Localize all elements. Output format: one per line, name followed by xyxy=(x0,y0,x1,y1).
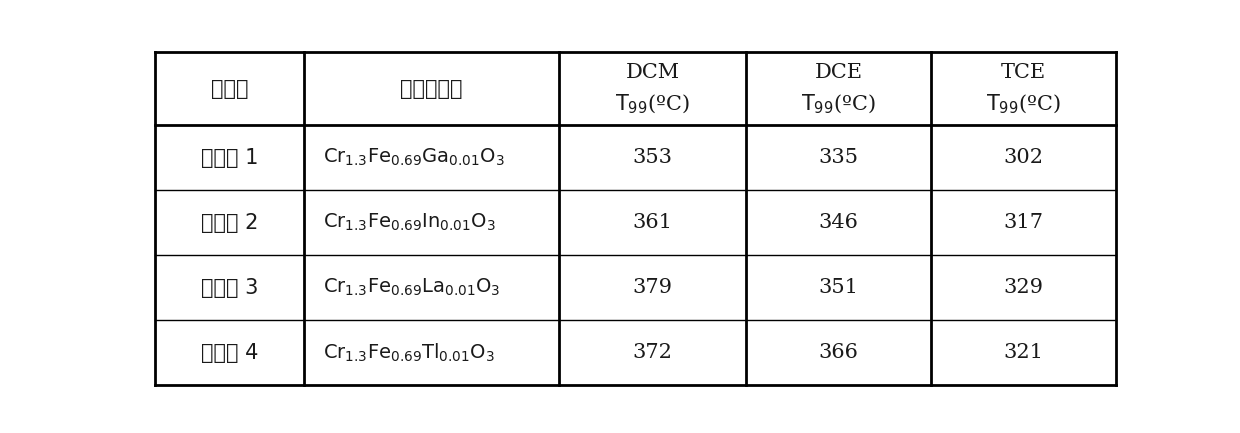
Text: 实施例 3: 实施例 3 xyxy=(201,278,258,298)
Text: $\mathrm{Cr}_{1.3}\mathrm{Fe}_{0.69}\mathrm{In}_{0.01}\mathrm{O}_{3}$: $\mathrm{Cr}_{1.3}\mathrm{Fe}_{0.69}\mat… xyxy=(324,212,496,233)
Text: TCE: TCE xyxy=(1001,63,1047,82)
Text: 实施例 4: 实施例 4 xyxy=(201,343,258,363)
Text: 335: 335 xyxy=(818,149,859,167)
Text: $\mathrm{Cr}_{1.3}\mathrm{Fe}_{0.69}\mathrm{La}_{0.01}\mathrm{O}_{3}$: $\mathrm{Cr}_{1.3}\mathrm{Fe}_{0.69}\mat… xyxy=(324,277,501,298)
Text: DCE: DCE xyxy=(815,63,863,82)
Text: $\mathrm{T}_{99}$(ºC): $\mathrm{T}_{99}$(ºC) xyxy=(801,93,875,116)
Text: 353: 353 xyxy=(632,149,672,167)
Text: 346: 346 xyxy=(818,213,858,233)
Text: $\mathrm{T}_{99}$(ºC): $\mathrm{T}_{99}$(ºC) xyxy=(615,93,689,116)
Text: 366: 366 xyxy=(818,343,858,362)
Text: 317: 317 xyxy=(1003,213,1044,233)
Text: 321: 321 xyxy=(1003,343,1044,362)
Text: 实施例: 实施例 xyxy=(211,79,248,99)
Text: 催化剂名称: 催化剂名称 xyxy=(401,79,463,99)
Text: 实施例 2: 实施例 2 xyxy=(201,213,258,233)
Text: 361: 361 xyxy=(632,213,672,233)
Text: 379: 379 xyxy=(632,278,672,297)
Text: $\mathrm{Cr}_{1.3}\mathrm{Fe}_{0.69}\mathrm{Tl}_{0.01}\mathrm{O}_{3}$: $\mathrm{Cr}_{1.3}\mathrm{Fe}_{0.69}\mat… xyxy=(324,342,495,364)
Text: 302: 302 xyxy=(1003,149,1044,167)
Text: 329: 329 xyxy=(1003,278,1044,297)
Text: 实施例 1: 实施例 1 xyxy=(201,148,258,168)
Text: 351: 351 xyxy=(818,278,859,297)
Text: $\mathrm{Cr}_{1.3}\mathrm{Fe}_{0.69}\mathrm{Ga}_{0.01}\mathrm{O}_{3}$: $\mathrm{Cr}_{1.3}\mathrm{Fe}_{0.69}\mat… xyxy=(324,147,505,168)
Text: $\mathrm{T}_{99}$(ºC): $\mathrm{T}_{99}$(ºC) xyxy=(987,93,1061,116)
Text: DCM: DCM xyxy=(625,63,680,82)
Text: 372: 372 xyxy=(632,343,672,362)
